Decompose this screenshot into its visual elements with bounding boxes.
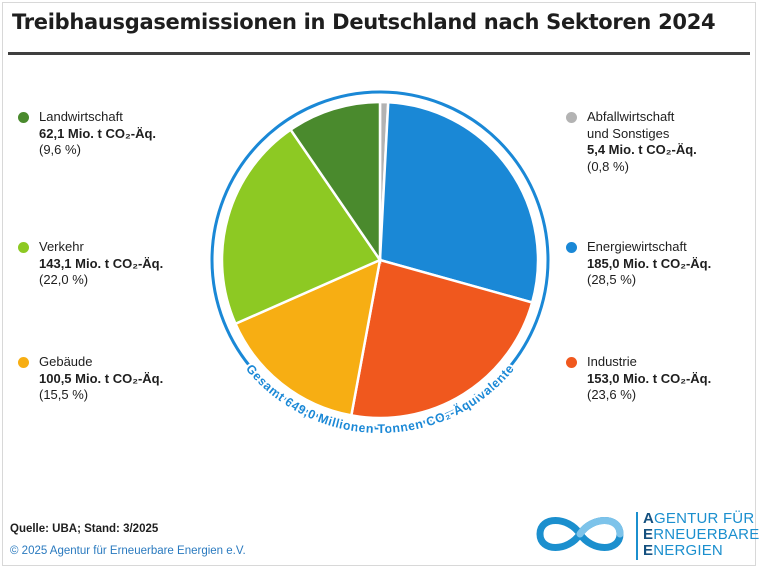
organization-logo: AGENTUR FÜR ERNEUERBARE ENERGIEN (643, 511, 759, 559)
verkehr-label: Verkehr (39, 239, 84, 254)
pie-slices (220, 100, 540, 420)
industrie-swatch (566, 357, 577, 368)
pie-slice-verkehr (220, 127, 382, 326)
total-ring (210, 90, 550, 430)
pie-slice-industrie (349, 258, 534, 420)
logo-line-1-initial: A (643, 510, 655, 527)
abfall-label-line1: Abfallwirtschaft (587, 109, 675, 124)
abfall-swatch (566, 112, 577, 123)
gebaeude-value: 100,5 Mio. t CO₂-Äq. (39, 370, 164, 386)
logo-line-3-initial: E (643, 542, 654, 559)
infinity-logo-icon (536, 517, 624, 551)
landwirtschaft-label: Landwirtschaft (39, 109, 123, 124)
logo-line-1-rest: GENTUR FÜR (654, 510, 755, 527)
abfall-label-line2: und Sonstiges (587, 125, 670, 141)
logo-line-2-initial: E (643, 526, 654, 543)
energie-value: 185,0 Mio. t CO₂-Äq. (587, 255, 712, 271)
logo-line-3: ENERGIEN (643, 543, 759, 559)
pie-slice-gebäude (233, 257, 382, 417)
abfall-percent: (0,8 %) (587, 158, 629, 174)
landwirtschaft-swatch (18, 112, 29, 123)
energie-swatch (566, 242, 577, 253)
verkehr-percent: (22,0 %) (39, 272, 89, 287)
industrie-percent: (23,6 %) (587, 387, 637, 402)
logo-divider (636, 512, 638, 560)
energie-label: Energiewirtschaft (587, 239, 687, 254)
landwirtschaft-value: 62,1 Mio. t CO₂-Äq. (39, 125, 157, 141)
copyright-link[interactable]: © 2025 Agentur für Erneuerbare Energien … (10, 545, 246, 557)
industrie-value: 153,0 Mio. t CO₂-Äq. (587, 370, 712, 386)
gebaeude-percent: (15,5 %) (39, 387, 89, 402)
source-note: Quelle: UBA; Stand: 3/2025 (10, 523, 159, 535)
verkehr-swatch (18, 242, 29, 253)
gebaeude-label: Gebäude (39, 354, 93, 369)
industrie-label: Industrie (587, 354, 637, 369)
logo-line-2-rest: RNEUERBARE (653, 526, 760, 543)
landwirtschaft-percent: (9,6 %) (39, 142, 81, 157)
logo-line-1: AGENTUR FÜR (643, 511, 759, 527)
verkehr-value: 143,1 Mio. t CO₂-Äq. (39, 255, 164, 271)
logo-line-3-rest: NERGIEN (653, 542, 723, 559)
chart-title: Treibhausgasemissionen in Deutschland na… (12, 10, 716, 34)
gebaeude-swatch (18, 357, 29, 368)
pie-chart: Gesamt 649,0 Millionen Tonnen CO₂-Äquiva… (210, 90, 550, 438)
title-divider (8, 52, 750, 55)
logo-line-2: ERNEUERBARE (643, 527, 759, 543)
abfall-value: 5,4 Mio. t CO₂-Äq. (587, 142, 697, 157)
pie-slice-energiewirtschaft (378, 100, 540, 305)
pie-slice-landwirtschaft (288, 100, 382, 265)
energie-percent: (28,5 %) (587, 272, 637, 287)
